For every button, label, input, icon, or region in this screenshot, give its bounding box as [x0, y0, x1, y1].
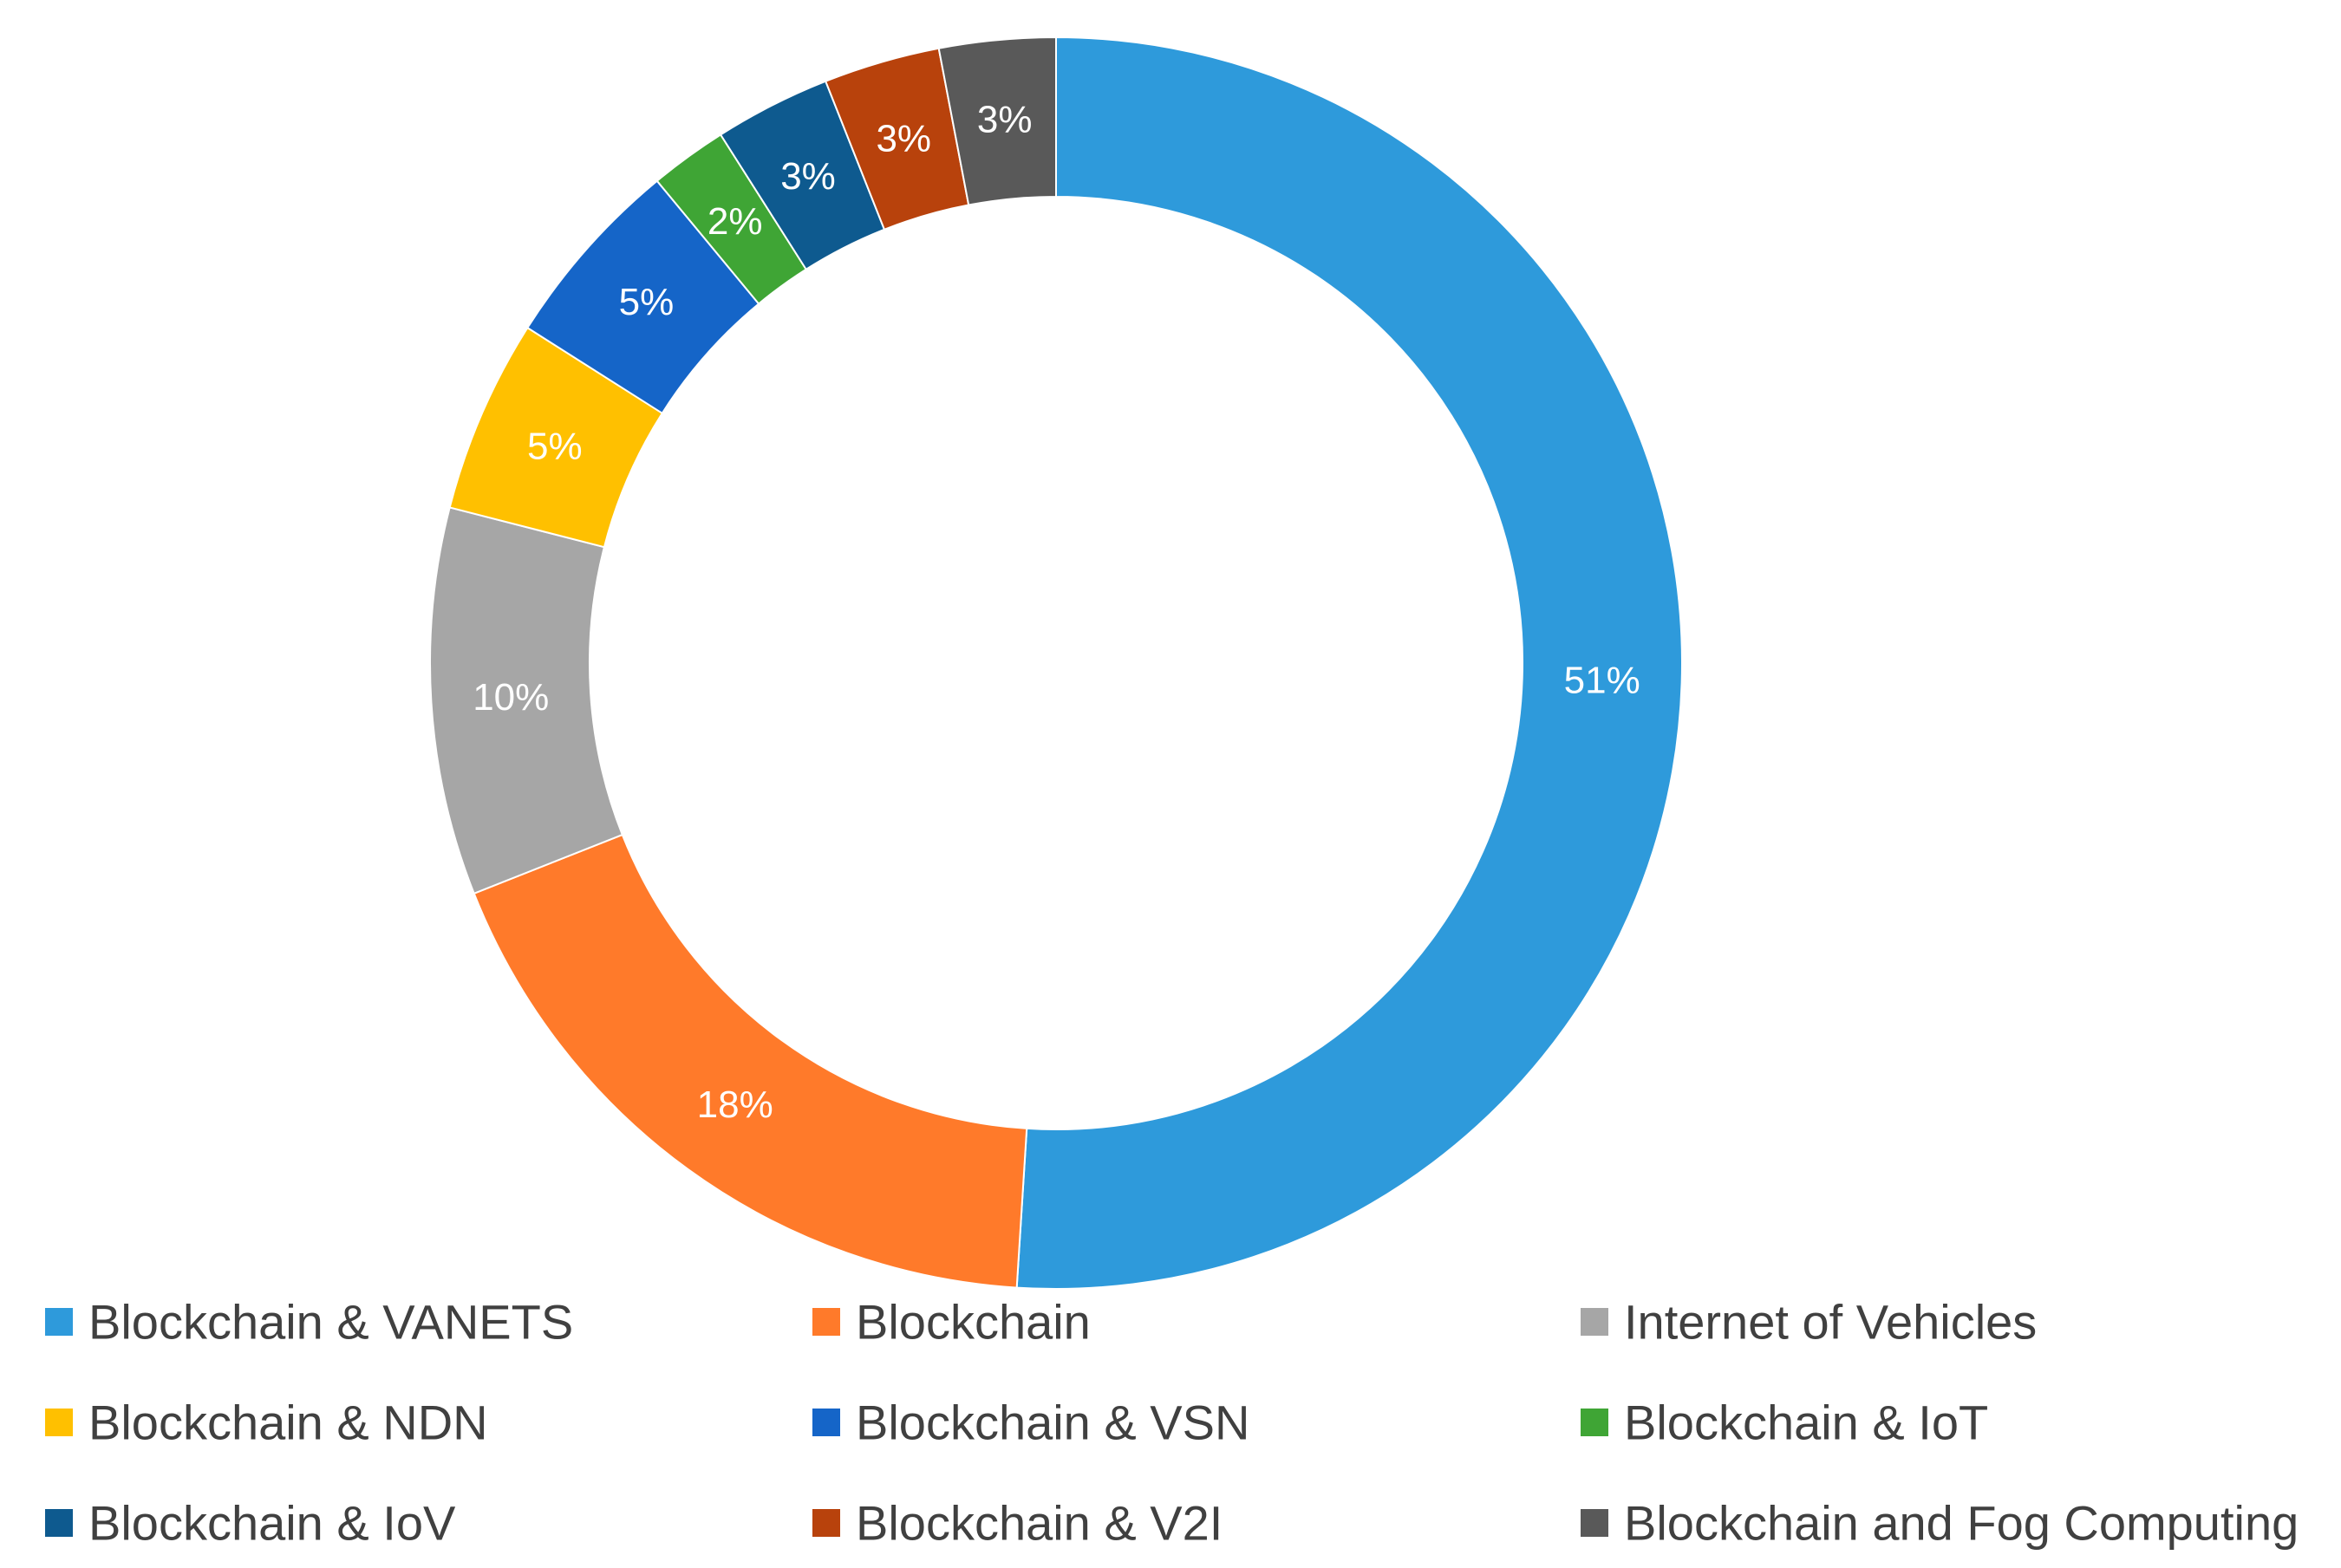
legend-item-blockchain-vsn: Blockchain & VSN — [812, 1396, 1249, 1450]
slice-blockchain — [473, 833, 1028, 1289]
legend-label-blockchain: Blockchain — [856, 1295, 1091, 1350]
legend-item-blockchain-v2i: Blockchain & V2I — [812, 1496, 1223, 1551]
legend-label-blockchain-iov: Blockchain & IoV — [88, 1496, 456, 1551]
legend-label-blockchain-and-fog-computing: Blockchain and Fog Computing — [1624, 1496, 2299, 1551]
legend-label-blockchain-iot: Blockchain & IoT — [1624, 1396, 1988, 1450]
legend-label-internet-of-vehicles: Internet of Vehicles — [1624, 1295, 2037, 1350]
slice-blockchain-vanets — [1015, 36, 1683, 1290]
legend-item-blockchain-iot: Blockchain & IoT — [1581, 1396, 1988, 1450]
legend-swatch-blockchain-v2i — [812, 1509, 840, 1537]
slice-label-internet-of-vehicles: 10% — [473, 676, 549, 719]
legend-swatch-blockchain-and-fog-computing — [1581, 1509, 1608, 1537]
slice-label-blockchain-vsn: 5% — [619, 281, 675, 323]
slice-blockchain-and-fog-computing — [937, 36, 1057, 206]
legend-swatch-internet-of-vehicles — [1581, 1308, 1608, 1336]
legend-item-blockchain-ndn: Blockchain & NDN — [45, 1396, 488, 1450]
chart-legend: Blockchain & VANETS Blockchain Internet of… — [45, 1295, 2299, 1551]
slice-label-blockchain-and-fog-computing: 3% — [977, 98, 1033, 140]
slice-labels: 51% 18% 10% 5% 5% 2% 3% 3% 3% — [473, 98, 1640, 1126]
slice-label-blockchain: 18% — [697, 1083, 773, 1126]
legend-swatch-blockchain-vanets — [45, 1308, 73, 1336]
legend-swatch-blockchain-vsn — [812, 1409, 840, 1436]
legend-label-blockchain-v2i: Blockchain & V2I — [856, 1496, 1223, 1551]
legend-swatch-blockchain-iov — [45, 1509, 73, 1537]
legend-swatch-blockchain-ndn — [45, 1409, 73, 1436]
legend-item-internet-of-vehicles: Internet of Vehicles — [1581, 1295, 2037, 1350]
legend-item-blockchain: Blockchain — [812, 1295, 1091, 1350]
slice-label-blockchain-iov: 3% — [780, 155, 836, 198]
slice-label-blockchain-ndn: 5% — [527, 425, 583, 467]
slice-label-blockchain-v2i: 3% — [876, 118, 931, 160]
donut-slices — [429, 36, 1683, 1290]
legend-swatch-blockchain — [812, 1308, 840, 1336]
legend-label-blockchain-ndn: Blockchain & NDN — [88, 1396, 488, 1450]
legend-label-blockchain-vsn: Blockchain & VSN — [856, 1396, 1249, 1450]
legend-swatch-blockchain-iot — [1581, 1409, 1608, 1436]
legend-item-blockchain-vanets: Blockchain & VANETS — [45, 1295, 573, 1350]
legend-label-blockchain-vanets: Blockchain & VANETS — [88, 1295, 573, 1350]
legend-item-blockchain-iov: Blockchain & IoV — [45, 1496, 456, 1551]
legend-item-blockchain-and-fog-computing: Blockchain and Fog Computing — [1581, 1496, 2299, 1551]
slice-label-blockchain-iot: 2% — [708, 200, 763, 243]
slice-label-blockchain-vanets: 51% — [1564, 659, 1640, 701]
